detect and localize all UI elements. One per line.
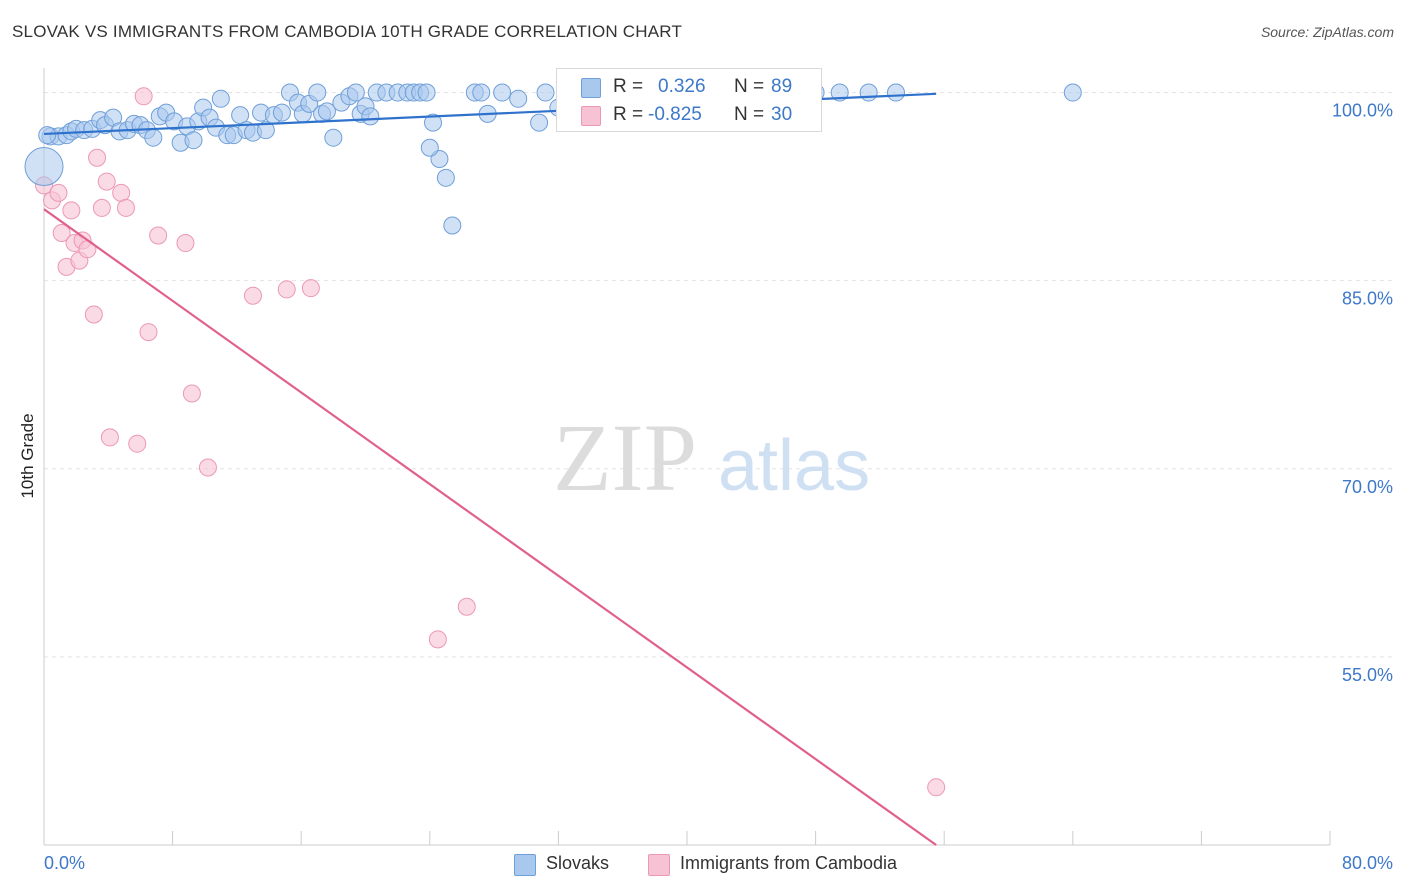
series-legend: Slovaks Immigrants from Cambodia (514, 852, 934, 876)
slovak-point (830, 83, 849, 102)
slovak-points (24, 83, 1082, 235)
slovak-point (886, 83, 905, 102)
cambodia-point (182, 384, 201, 403)
slovak-point (38, 126, 57, 145)
watermark-atlas: atlas (718, 426, 870, 506)
cambodia-point (100, 428, 119, 447)
slovak-point (184, 131, 203, 150)
legend-swatch-slovaks (581, 78, 601, 98)
cambodia-point (52, 224, 71, 242)
legend-r-label: R = (613, 76, 644, 97)
slovak-point (211, 89, 230, 108)
slovak-point (424, 113, 443, 132)
slovak-point (509, 89, 528, 108)
legend-n-value: 89 (771, 76, 793, 97)
x-ticks (43, 831, 1331, 845)
legend-n-label: N = (734, 76, 765, 97)
y-tick-label: 85.0% (1342, 289, 1393, 309)
legend-row-slovaks: R = 0.326 N = 89 (557, 73, 821, 101)
y-tick-label: 70.0% (1342, 477, 1393, 497)
y-tick-labels: 100.0% 85.0% 70.0% 55.0% (1332, 101, 1393, 685)
legend-r-value: -0.825 (648, 104, 702, 125)
legend-r-value: 0.326 (658, 76, 706, 97)
cambodia-point (198, 458, 217, 477)
slovak-point (361, 107, 380, 126)
correlation-legend: R = 0.326 N = 89 R = -0.825 N = 30 (556, 68, 822, 132)
legend-label-slovaks: Slovaks (546, 853, 610, 873)
cambodia-point (128, 434, 147, 453)
legend-n-label: N = (734, 104, 765, 125)
slovak-point (231, 106, 250, 125)
legend-swatch-cambodia (581, 106, 601, 126)
x-tick-label-max: 80.0% (1342, 853, 1393, 873)
legend-n-value: 30 (771, 104, 793, 125)
source-credit: Source: ZipAtlas.com (1260, 24, 1394, 40)
legend-label-cambodia: Immigrants from Cambodia (680, 853, 898, 873)
slovak-point (144, 128, 163, 147)
cambodia-point (62, 201, 81, 220)
gridlines (44, 92, 1394, 658)
cambodia-point (927, 778, 946, 797)
y-axis-label: 10th Grade (18, 413, 37, 498)
legend-swatch-slovaks (514, 854, 536, 876)
slovak-point (536, 83, 555, 102)
cambodia-point (139, 323, 158, 342)
slovak-point (308, 83, 327, 102)
slovak-point (436, 168, 455, 187)
slovak-point (256, 121, 275, 140)
cambodia-point (116, 198, 135, 217)
legend-swatch-cambodia (648, 854, 670, 876)
slovak-point (272, 103, 291, 122)
slovak-point (420, 138, 439, 157)
slovak-point (346, 83, 365, 102)
watermark-zip: ZIP (553, 404, 697, 511)
slovak-point (859, 83, 878, 102)
slovak-point (1063, 83, 1082, 102)
chart-title: SLOVAK VS IMMIGRANTS FROM CAMBODIA 10TH … (12, 22, 683, 41)
slovak-point (324, 128, 343, 147)
cambodia-point (301, 279, 320, 298)
slovak-point (530, 113, 549, 132)
cambodia-point (92, 198, 111, 217)
cambodia-point (49, 183, 68, 202)
cambodia-trend-line (43, 208, 937, 846)
cambodia-point (112, 183, 131, 202)
slovak-point (493, 83, 512, 102)
y-tick-label: 55.0% (1342, 665, 1393, 685)
cambodia-point (428, 630, 447, 649)
cambodia-point (277, 280, 296, 299)
x-tick-label-min: 0.0% (44, 853, 85, 873)
watermark: ZIP atlas (553, 404, 870, 511)
slovak-point (472, 83, 491, 102)
cambodia-point (134, 87, 153, 106)
legend-row-cambodia: R = -0.825 N = 30 (557, 101, 821, 129)
slovak-point (417, 83, 436, 102)
y-tick-label: 100.0% (1332, 101, 1393, 121)
slovak-point (24, 147, 64, 187)
cambodia-points (35, 87, 946, 797)
slovak-point (443, 216, 462, 235)
slovak-point (317, 102, 336, 121)
cambodia-point (243, 286, 262, 305)
cambodia-point (457, 597, 476, 616)
cambodia-point (84, 305, 103, 324)
cambodia-point (176, 234, 195, 253)
cambodia-point (88, 148, 107, 167)
cambodia-point (97, 172, 116, 191)
cambodia-point (149, 226, 168, 245)
legend-r-label: R = (613, 104, 644, 125)
